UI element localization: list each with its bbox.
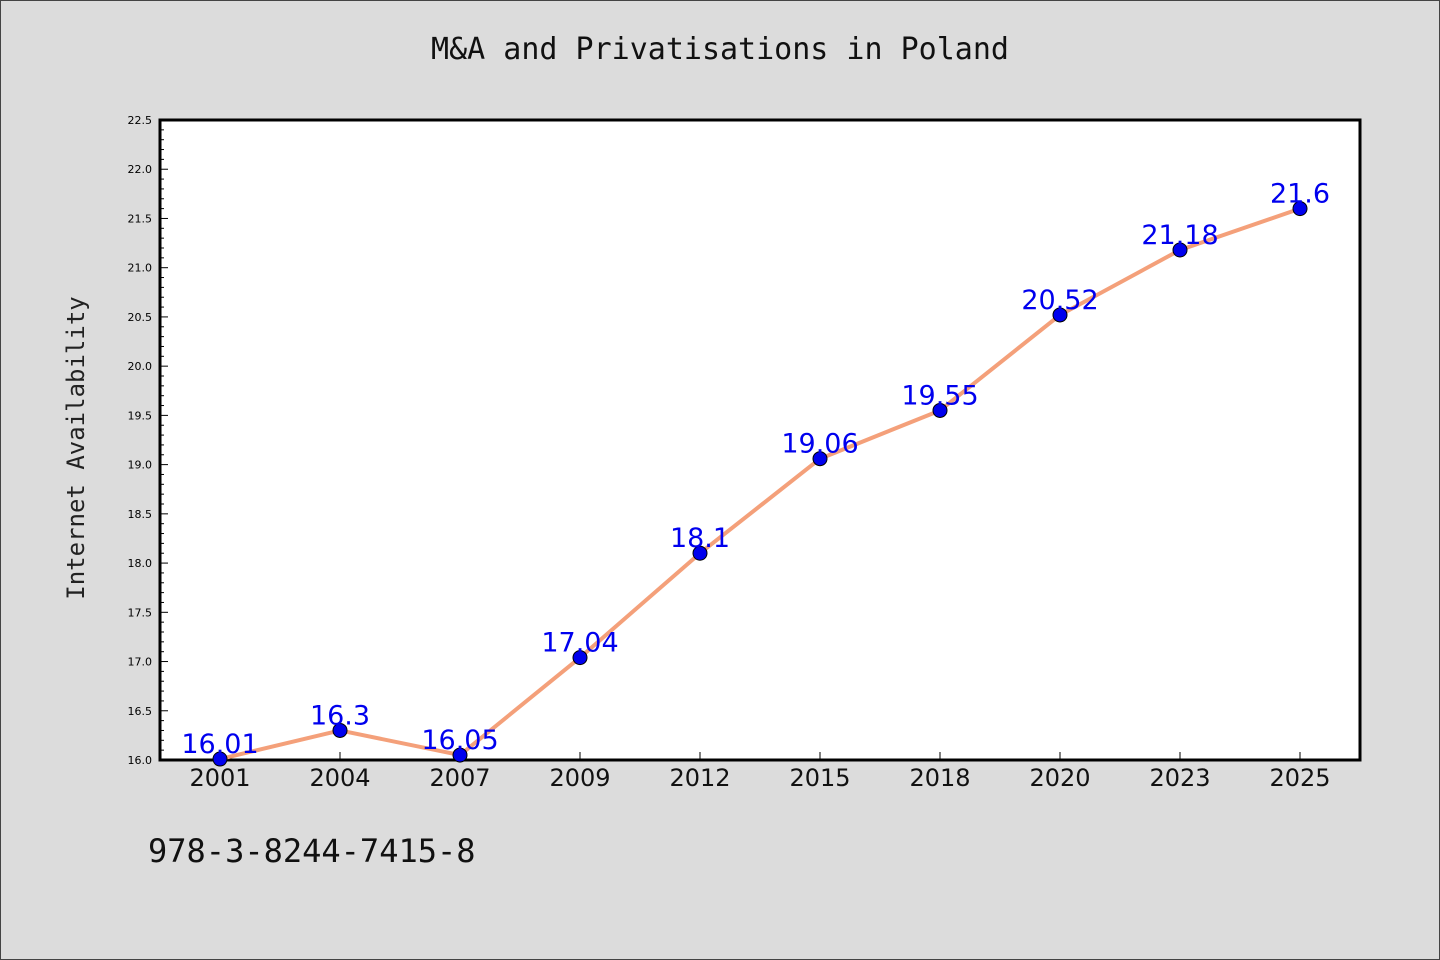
y-tick-label: 21.0 xyxy=(128,262,153,275)
data-label: 19.06 xyxy=(781,429,858,460)
x-tick-label: 2015 xyxy=(789,764,850,792)
data-label: 17.04 xyxy=(541,628,618,659)
data-label: 21.6 xyxy=(1270,179,1330,210)
data-point xyxy=(932,402,948,418)
y-tick-label: 22.0 xyxy=(128,163,153,176)
x-tick-label: 2001 xyxy=(189,764,250,792)
y-tick-label: 16.0 xyxy=(128,754,153,767)
y-tick-label: 22.5 xyxy=(128,114,153,127)
x-tick-label: 2007 xyxy=(429,764,490,792)
y-tick-label: 16.5 xyxy=(128,705,153,718)
data-point xyxy=(1172,242,1188,258)
x-tick-label: 2025 xyxy=(1269,764,1330,792)
x-tick-label: 2009 xyxy=(549,764,610,792)
data-point xyxy=(692,545,708,561)
chart-title: M&A and Privatisations in Poland xyxy=(431,32,1009,67)
data-label: 18.1 xyxy=(670,523,730,554)
data-label: 19.55 xyxy=(901,380,978,411)
y-tick-label: 18.5 xyxy=(128,508,153,521)
y-tick-label: 20.0 xyxy=(128,360,153,373)
y-tick-label: 17.5 xyxy=(128,606,153,619)
data-label: 20.52 xyxy=(1021,285,1098,316)
y-tick-label: 19.0 xyxy=(128,459,153,472)
data-point xyxy=(452,747,468,763)
data-point xyxy=(1292,201,1308,217)
y-tick-label: 20.5 xyxy=(128,311,153,324)
y-tick-label: 21.5 xyxy=(128,212,153,225)
isbn-text: 978-3-8244-7415-8 xyxy=(148,832,476,870)
series-line xyxy=(219,206,1301,761)
data-label: 16.05 xyxy=(421,725,498,756)
x-tick-label: 2012 xyxy=(669,764,730,792)
data-point xyxy=(332,722,348,738)
y-tick-label: 19.5 xyxy=(128,409,153,422)
data-label: 21.18 xyxy=(1141,220,1218,251)
data-point xyxy=(572,650,588,666)
y-tick-label: 18.0 xyxy=(128,557,153,570)
data-label: 16.01 xyxy=(181,729,258,760)
data-point xyxy=(212,751,228,767)
data-point xyxy=(1052,307,1068,323)
x-tick-label: 2018 xyxy=(909,764,970,792)
y-tick-label: 17.0 xyxy=(128,656,153,669)
x-tick-label: 2023 xyxy=(1149,764,1210,792)
data-label: 16.3 xyxy=(310,700,370,731)
x-tick-label: 2020 xyxy=(1029,764,1090,792)
data-point xyxy=(812,451,828,467)
x-tick-label: 2004 xyxy=(309,764,370,792)
plot-area xyxy=(158,118,1362,762)
